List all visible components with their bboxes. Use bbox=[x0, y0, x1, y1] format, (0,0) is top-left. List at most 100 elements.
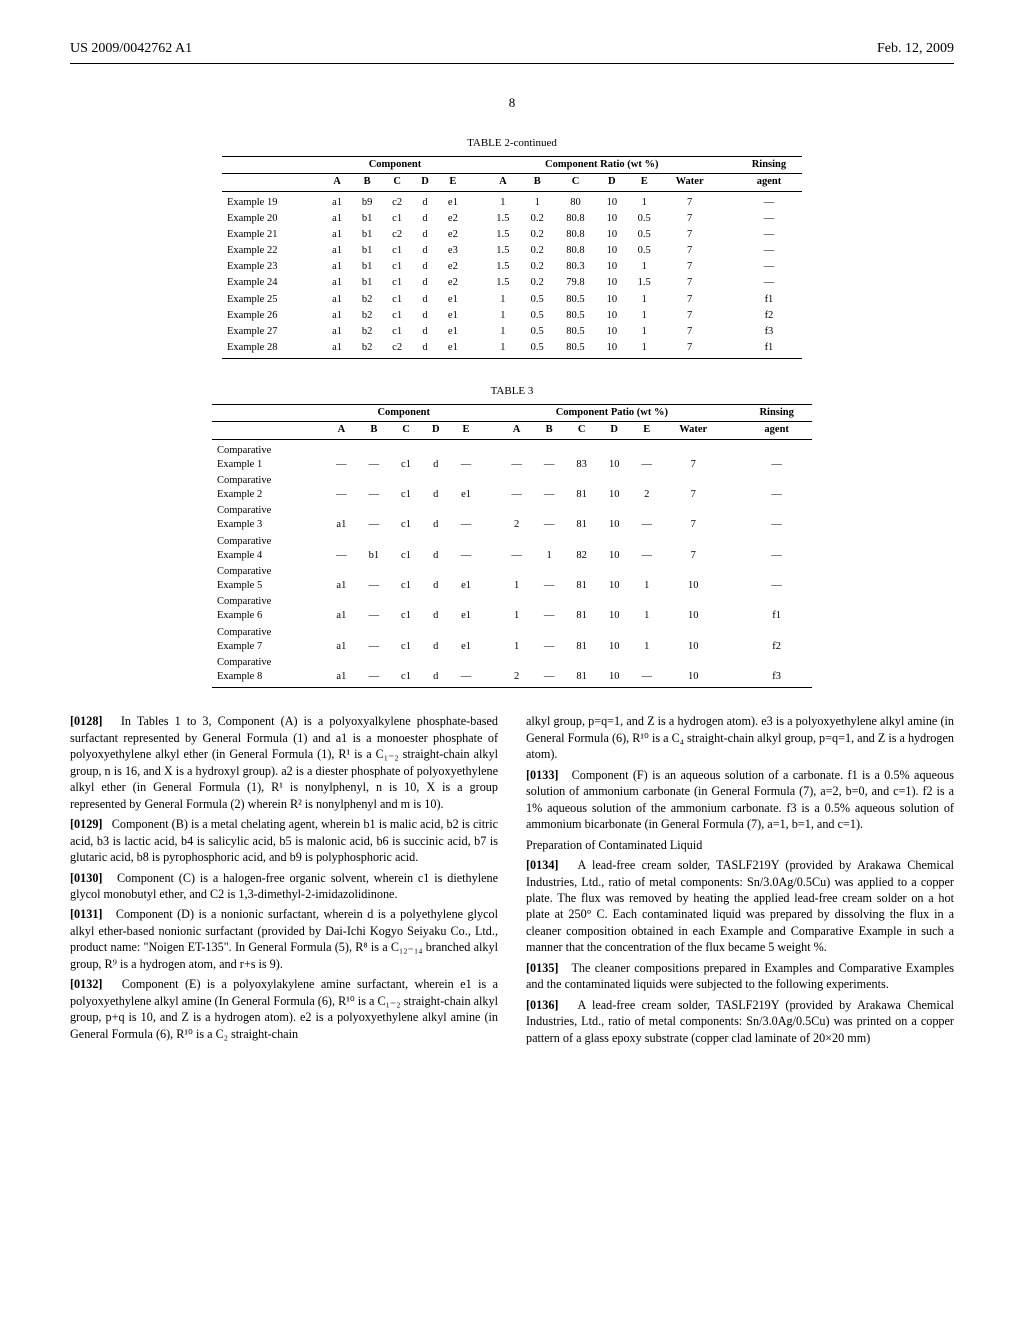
row-label: ComparativeExample 1 bbox=[212, 439, 325, 473]
cell: 1 bbox=[500, 594, 533, 624]
col-head: E bbox=[450, 422, 483, 439]
cell: f1 bbox=[736, 340, 802, 356]
cell: d bbox=[422, 594, 450, 624]
para-0134: [0134] A lead-free cream solder, TASLF21… bbox=[526, 857, 954, 956]
cell: c1 bbox=[390, 655, 422, 685]
pn-0133: [0133] bbox=[526, 768, 559, 782]
cell: c1 bbox=[390, 503, 422, 533]
cell: 10 bbox=[597, 340, 627, 356]
cell: 80.8 bbox=[554, 227, 596, 243]
cell: 10 bbox=[597, 259, 627, 275]
cell: — bbox=[736, 227, 802, 243]
cell: 10 bbox=[663, 655, 723, 685]
col-head: Water bbox=[661, 174, 717, 191]
row-label: Example 27 bbox=[222, 324, 322, 340]
row-label: Example 22 bbox=[222, 243, 322, 259]
cell: 7 bbox=[661, 340, 717, 356]
cell: d bbox=[412, 227, 438, 243]
cell: a1 bbox=[322, 292, 352, 308]
cell: — bbox=[500, 534, 533, 564]
cell: 81 bbox=[565, 594, 598, 624]
cell: c1 bbox=[390, 439, 422, 473]
cell: 79.8 bbox=[554, 275, 596, 291]
cell: 7 bbox=[661, 243, 717, 259]
cell: 0.5 bbox=[520, 324, 554, 340]
cell: d bbox=[422, 655, 450, 685]
cell: 0.5 bbox=[627, 243, 661, 259]
cell: — bbox=[741, 473, 812, 503]
row-label: Example 28 bbox=[222, 340, 322, 356]
cell: — bbox=[533, 564, 566, 594]
left-column: [0128] In Tables 1 to 3, Component (A) i… bbox=[70, 713, 498, 1050]
cell: c2 bbox=[382, 191, 412, 211]
cell: e1 bbox=[438, 292, 468, 308]
row-label: ComparativeExample 6 bbox=[212, 594, 325, 624]
t2-col-head-row: ABCDEABCDEWateragent bbox=[222, 174, 802, 191]
cell: a1 bbox=[325, 655, 358, 685]
cell: — bbox=[533, 503, 566, 533]
row-label: ComparativeExample 8 bbox=[212, 655, 325, 685]
cell: — bbox=[533, 625, 566, 655]
cell: e1 bbox=[450, 625, 483, 655]
cell: a1 bbox=[325, 503, 358, 533]
cell: — bbox=[630, 439, 663, 473]
cell: c1 bbox=[390, 564, 422, 594]
cell: 7 bbox=[661, 227, 717, 243]
table-row: Example 20a1b1c1de21.50.280.8100.57— bbox=[222, 211, 802, 227]
cell: 7 bbox=[661, 275, 717, 291]
cell: 83 bbox=[565, 439, 598, 473]
cell: d bbox=[412, 259, 438, 275]
cell: 1 bbox=[533, 534, 566, 564]
cell: 1.5 bbox=[486, 259, 520, 275]
cell: 10 bbox=[663, 594, 723, 624]
para-0136: [0136] A lead-free cream solder, TASLF21… bbox=[526, 997, 954, 1046]
cell: 1 bbox=[627, 324, 661, 340]
cell: a1 bbox=[322, 243, 352, 259]
cell: 10 bbox=[598, 439, 631, 473]
cell: 10 bbox=[598, 625, 631, 655]
cell: 10 bbox=[597, 227, 627, 243]
cell: 2 bbox=[500, 503, 533, 533]
cell: a1 bbox=[322, 275, 352, 291]
cell: — bbox=[358, 473, 391, 503]
col-head: B bbox=[533, 422, 566, 439]
cell: — bbox=[358, 503, 391, 533]
para-0130: [0130] Component (C) is a halogen-free o… bbox=[70, 870, 498, 903]
cell: 1 bbox=[630, 625, 663, 655]
cell: — bbox=[741, 439, 812, 473]
t3-col-head-row: ABCDEABCDEWateragent bbox=[212, 422, 812, 439]
cell: c1 bbox=[382, 275, 412, 291]
cell: d bbox=[422, 564, 450, 594]
cell: 1 bbox=[627, 308, 661, 324]
cell: — bbox=[630, 503, 663, 533]
cell: 7 bbox=[661, 292, 717, 308]
cell: 10 bbox=[598, 564, 631, 594]
cell: b2 bbox=[352, 308, 382, 324]
col-head: A bbox=[486, 174, 520, 191]
col-head: agent bbox=[736, 174, 802, 191]
table-row: Example 22a1b1c1de31.50.280.8100.57— bbox=[222, 243, 802, 259]
cell: 80.5 bbox=[554, 292, 596, 308]
pn-0135: [0135] bbox=[526, 961, 559, 975]
cell: 1.5 bbox=[627, 275, 661, 291]
col-head: B bbox=[358, 422, 391, 439]
table3-title: TABLE 3 bbox=[70, 384, 954, 399]
cell: 0.2 bbox=[520, 259, 554, 275]
cell: — bbox=[630, 655, 663, 685]
cell: 10 bbox=[597, 211, 627, 227]
cell: 10 bbox=[663, 564, 723, 594]
cell: 80.5 bbox=[554, 324, 596, 340]
cell: 81 bbox=[565, 655, 598, 685]
cell: 81 bbox=[565, 473, 598, 503]
cell: e1 bbox=[450, 594, 483, 624]
right-column: alkyl group, p=q=1, and Z is a hydrogen … bbox=[526, 713, 954, 1050]
pn-0136: [0136] bbox=[526, 998, 559, 1012]
cell: 1 bbox=[500, 625, 533, 655]
table-row: ComparativeExample 4—b1c1d——18210—7— bbox=[212, 534, 812, 564]
row-label: Example 21 bbox=[222, 227, 322, 243]
row-label: ComparativeExample 7 bbox=[212, 625, 325, 655]
cell: 1 bbox=[520, 191, 554, 211]
cell: 10 bbox=[597, 275, 627, 291]
cell: d bbox=[422, 534, 450, 564]
col-head: B bbox=[520, 174, 554, 191]
